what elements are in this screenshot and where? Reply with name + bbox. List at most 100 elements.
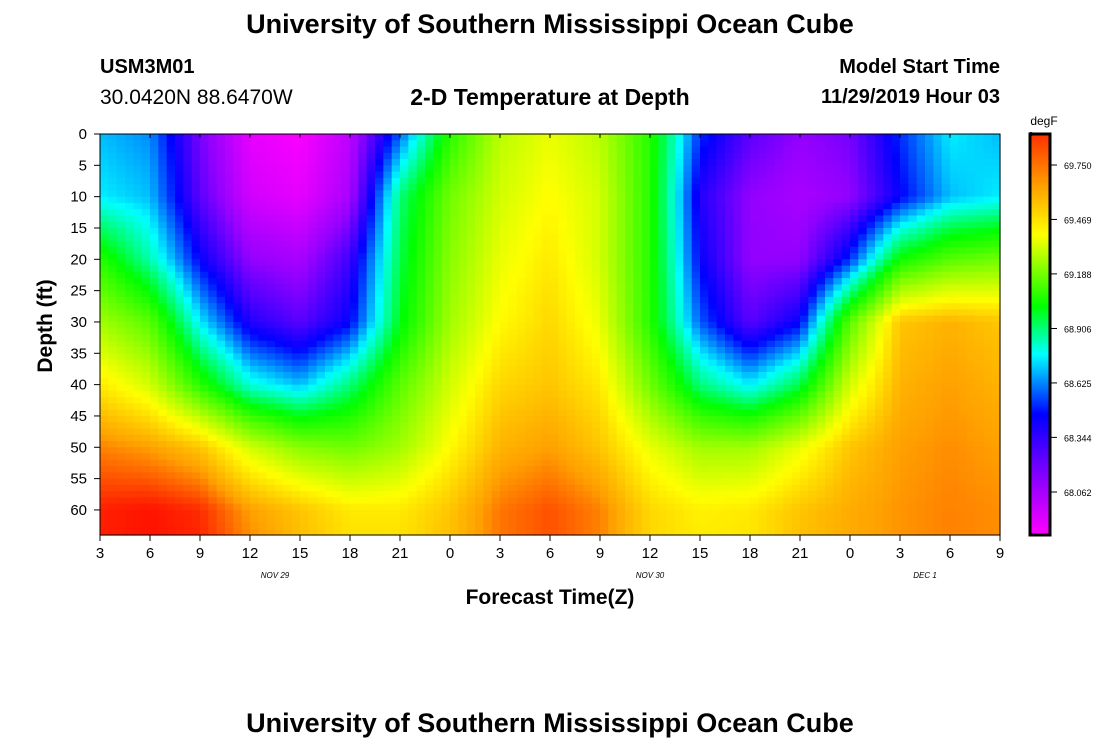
heatmap-cell [425, 190, 434, 198]
heatmap-cell [350, 378, 359, 386]
heatmap-cell [825, 284, 834, 292]
heatmap-cell [825, 165, 834, 173]
heatmap-cell [250, 372, 259, 379]
heatmap-cell [216, 422, 226, 430]
heatmap-cell [966, 384, 976, 392]
heatmap-cell [391, 134, 401, 141]
heatmap-cell [808, 334, 818, 342]
heatmap-cell [925, 359, 934, 367]
heatmap-cell [558, 284, 568, 292]
heatmap-cell [491, 253, 501, 260]
heatmap-cell [966, 171, 976, 179]
heatmap-cell [975, 284, 984, 292]
heatmap-cell [166, 378, 176, 386]
heatmap-cell [441, 321, 451, 329]
heatmap-cell [700, 196, 709, 204]
heatmap-cell [425, 303, 434, 311]
heatmap-cell [141, 278, 151, 285]
heatmap-cell [191, 152, 201, 160]
heatmap-cell [766, 196, 776, 204]
heatmap-cell [641, 347, 651, 354]
heatmap-cell [983, 259, 993, 267]
heatmap-cell [916, 415, 926, 423]
heatmap-cell [750, 140, 759, 148]
heatmap-cell [141, 372, 151, 379]
heatmap-cell [816, 184, 826, 191]
heatmap-cell [491, 309, 501, 317]
heatmap-cell [466, 353, 476, 361]
heatmap-cell [408, 271, 418, 279]
heatmap-cell [908, 171, 918, 179]
heatmap-cell [308, 159, 318, 166]
heatmap-cell [558, 227, 568, 235]
heatmap-cell [775, 309, 784, 317]
heatmap-cell [950, 171, 959, 179]
heatmap-cell [250, 296, 259, 304]
heatmap-cell [708, 146, 718, 154]
heatmap-cell [708, 390, 718, 398]
heatmap-cell [408, 409, 418, 417]
heatmap-cell [133, 240, 143, 248]
heatmap-cell [125, 353, 134, 361]
heatmap-cell [225, 140, 234, 148]
heatmap-cell [100, 347, 109, 354]
heatmap-cell [116, 271, 126, 279]
heatmap-cell [333, 202, 343, 210]
heatmap-cell [141, 234, 151, 242]
heatmap-cell [408, 196, 418, 204]
heatmap-cell [766, 303, 776, 311]
heatmap-cell [950, 397, 959, 405]
heatmap-cell [175, 365, 184, 373]
heatmap-cell [175, 372, 184, 379]
heatmap-cell [566, 372, 576, 379]
heatmap-cell [100, 171, 109, 179]
heatmap-cell [541, 303, 551, 311]
heatmap-cell [766, 321, 776, 329]
heatmap-cell [566, 202, 576, 210]
heatmap-cell [850, 415, 859, 423]
heatmap-cell [908, 303, 918, 311]
heatmap-cell [316, 184, 326, 191]
heatmap-cell [733, 347, 743, 354]
heatmap-cell [283, 152, 293, 160]
heatmap-cell [883, 140, 893, 148]
heatmap-cell [683, 215, 693, 223]
heatmap-cell [608, 397, 618, 405]
heatmap-cell [891, 215, 901, 223]
heatmap-cell [508, 202, 518, 210]
heatmap-cell [441, 134, 451, 141]
heatmap-cell [475, 365, 484, 373]
heatmap-cell [508, 159, 518, 166]
heatmap-cell [500, 171, 509, 179]
heatmap-cell [166, 284, 176, 292]
heatmap-cell [233, 215, 243, 223]
heatmap-cell [800, 309, 809, 317]
heatmap-cell [650, 165, 659, 173]
heatmap-cell [966, 265, 976, 273]
heatmap-cell [491, 372, 501, 379]
heatmap-cell [533, 271, 543, 279]
heatmap-cell [166, 353, 176, 361]
heatmap-cell [583, 221, 593, 229]
heatmap-cell [141, 384, 151, 392]
heatmap-cell [166, 315, 176, 323]
heatmap-cell [191, 227, 201, 235]
heatmap-cell [841, 315, 851, 323]
heatmap-cell [566, 340, 576, 348]
heatmap-cell [158, 152, 168, 160]
heatmap-cell [775, 315, 784, 323]
heatmap-cell [491, 234, 501, 242]
heatmap-cell [391, 221, 401, 229]
heatmap-cell [641, 309, 651, 317]
heatmap-cell [391, 246, 401, 254]
heatmap-cell [825, 152, 834, 160]
heatmap-cell [200, 365, 209, 373]
heatmap-cell [391, 215, 401, 223]
heatmap-cell [891, 140, 901, 148]
heatmap-cell [150, 296, 159, 304]
heatmap-cell [941, 359, 951, 367]
heatmap-cell [325, 309, 334, 317]
heatmap-cell [250, 340, 259, 348]
heatmap-cell [525, 165, 534, 173]
heatmap-cell [866, 271, 876, 279]
